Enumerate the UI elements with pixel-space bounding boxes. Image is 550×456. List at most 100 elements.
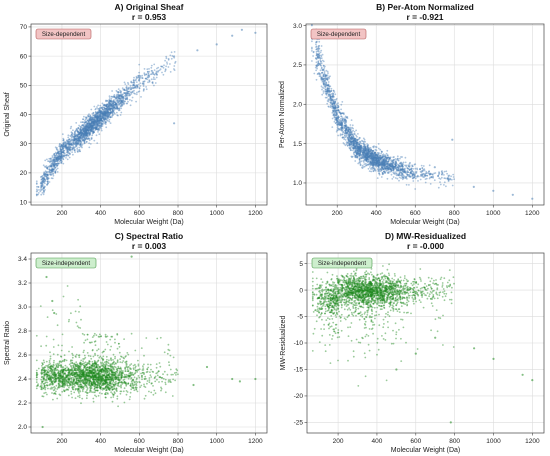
data-point (93, 131, 95, 134)
data-point (119, 114, 122, 116)
data-point (441, 173, 443, 176)
data-point (372, 164, 374, 167)
data-point (43, 176, 46, 179)
data-point (54, 160, 57, 163)
data-point (51, 369, 54, 371)
data-point (58, 153, 61, 155)
data-point (349, 136, 351, 139)
outlier-point (451, 138, 454, 141)
data-point (144, 394, 147, 397)
data-point (92, 121, 95, 123)
data-point (108, 108, 110, 111)
data-point (346, 132, 349, 134)
data-point (377, 158, 380, 161)
data-point (88, 125, 91, 128)
data-point (72, 374, 74, 377)
data-point (73, 132, 76, 135)
data-point (84, 130, 87, 133)
data-point (374, 156, 376, 159)
data-point (115, 389, 118, 391)
data-point (54, 154, 57, 157)
data-point (81, 376, 83, 378)
data-point (371, 160, 374, 163)
data-point (91, 126, 94, 128)
correlation-annotation: r = -0.921 (406, 12, 443, 22)
data-point (320, 72, 323, 74)
data-point (88, 360, 90, 363)
data-point (74, 137, 76, 140)
data-point (369, 154, 371, 157)
data-point (385, 168, 388, 171)
data-point (409, 175, 412, 178)
data-point (334, 101, 337, 104)
data-point (334, 122, 337, 125)
data-point (55, 159, 57, 161)
data-point (432, 176, 434, 179)
data-point (65, 148, 68, 151)
data-point (354, 145, 356, 148)
data-point (335, 113, 338, 116)
data-point (376, 168, 379, 171)
data-point (92, 383, 95, 386)
data-point (367, 146, 370, 149)
data-point (58, 155, 61, 158)
data-point (49, 169, 52, 172)
data-point (69, 138, 71, 140)
data-point (91, 371, 94, 374)
data-point (98, 126, 100, 128)
data-point (352, 142, 355, 145)
data-point (59, 156, 62, 159)
data-point (327, 100, 330, 103)
data-point (121, 101, 124, 104)
data-point (420, 174, 422, 176)
data-point (383, 163, 386, 165)
data-point (73, 137, 76, 140)
data-point (70, 125, 73, 128)
data-point (111, 114, 114, 117)
data-point (109, 112, 112, 115)
data-point (58, 152, 61, 154)
data-point (71, 148, 74, 151)
data-point (315, 41, 317, 44)
data-point (88, 121, 91, 124)
data-point (367, 155, 370, 158)
data-point (87, 131, 90, 134)
data-point (64, 145, 66, 148)
data-point (134, 85, 137, 88)
data-point (92, 126, 95, 129)
data-point (151, 71, 154, 74)
data-point (408, 169, 411, 171)
data-point (98, 117, 101, 119)
data-point (356, 151, 359, 154)
data-point (71, 372, 73, 374)
data-point (339, 111, 342, 114)
data-point (65, 374, 68, 377)
data-point (399, 171, 401, 174)
data-point (383, 160, 385, 163)
data-point (342, 112, 345, 114)
data-point (55, 147, 58, 150)
data-point (86, 127, 88, 130)
data-point (68, 142, 71, 145)
data-point (67, 140, 70, 143)
data-point (59, 145, 62, 148)
data-point (84, 372, 87, 375)
data-point (82, 372, 85, 374)
data-point (64, 144, 67, 147)
data-point (68, 143, 70, 145)
data-point (67, 381, 70, 384)
data-point (100, 107, 103, 109)
data-point (394, 164, 397, 166)
data-point (360, 142, 363, 145)
data-point (90, 122, 93, 124)
data-point (389, 165, 392, 168)
data-point (379, 163, 382, 165)
data-point (100, 125, 103, 128)
data-point (347, 136, 350, 139)
data-point (421, 174, 424, 177)
data-point (119, 102, 121, 105)
data-point (116, 107, 119, 110)
data-point (359, 145, 362, 148)
data-point (87, 126, 89, 128)
data-point (50, 164, 53, 167)
